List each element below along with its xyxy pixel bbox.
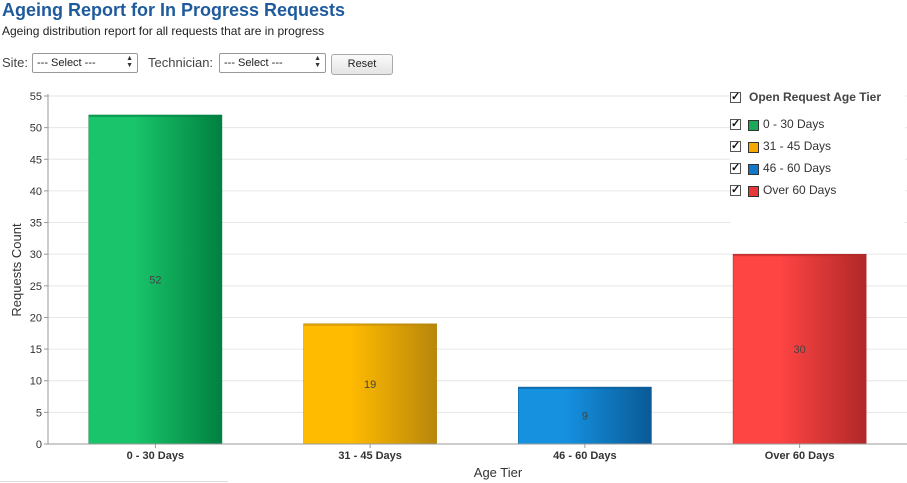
legend-swatch [748,120,759,131]
legend-title: Open Request Age Tier [749,90,882,104]
x-tick-label: 0 - 30 Days [127,450,184,462]
legend-select-all-checkbox[interactable]: ✓ [730,91,741,103]
select-arrows-icon: ▲ ▼ [126,55,133,69]
bar[interactable] [88,114,223,445]
y-tick-label: 55 [30,91,42,103]
technician-label: Technician: [148,55,214,70]
legend-label: 46 - 60 Days [763,161,832,175]
bar[interactable] [518,386,652,445]
legend-label: 0 - 30 Days [763,117,825,131]
y-tick-label: 30 [30,249,42,261]
legend-checkbox[interactable]: ✓ [730,118,741,130]
y-tick-label: 5 [36,407,42,419]
report-subtitle: Ageing distribution report for all reque… [2,24,325,38]
x-tick-label: 31 - 45 Days [338,450,402,462]
y-tick-label: 20 [30,312,42,324]
bar-data-label: 30 [794,344,806,356]
technician-select-value: --- Select --- [224,57,283,69]
chart-legend: ✓ Open Request Age Tier ✓ 0 - 30 Days ✓ … [730,88,905,223]
bar-top-edge [303,323,437,326]
y-tick-label: 45 [30,154,42,166]
reset-button[interactable]: Reset [331,54,393,75]
bar-top-edge [88,114,222,117]
y-tick-label: 40 [30,186,42,198]
select-arrows-icon: ▲ ▼ [314,55,321,69]
x-axis-title: Age Tier [474,465,523,480]
legend-swatch [748,186,759,197]
legend-swatch [748,142,759,153]
y-tick-label: 15 [30,344,42,356]
bar[interactable] [303,323,437,445]
y-tick-label: 35 [30,218,42,230]
legend-checkbox[interactable]: ✓ [730,184,741,196]
y-tick-label: 0 [36,439,42,451]
y-tick-label: 10 [30,376,42,388]
site-label: Site: [2,55,29,70]
technician-select[interactable]: --- Select --- ▲ ▼ [219,53,326,73]
y-tick-label: 25 [30,281,42,293]
legend-label: 31 - 45 Days [763,139,832,153]
bar-data-label: 19 [364,379,376,391]
site-select[interactable]: --- Select --- ▲ ▼ [32,53,138,73]
bar-top-edge [733,254,867,257]
legend-label: Over 60 Days [763,183,837,197]
y-axis-title: Requests Count [9,223,24,317]
site-select-value: --- Select --- [37,57,96,69]
legend-swatch [748,164,759,175]
x-tick-label: 46 - 60 Days [553,450,617,462]
x-tick-label: Over 60 Days [765,450,835,462]
bar[interactable] [732,253,867,445]
bar-top-edge [518,387,652,390]
report-title: Ageing Report for In Progress Requests [2,0,346,20]
legend-checkbox[interactable]: ✓ [730,140,741,152]
y-tick-label: 50 [30,123,42,135]
bar-data-label: 52 [149,274,161,286]
footer-divider [0,481,228,482]
bar-data-label: 9 [582,411,588,423]
legend-checkbox[interactable]: ✓ [730,162,741,174]
